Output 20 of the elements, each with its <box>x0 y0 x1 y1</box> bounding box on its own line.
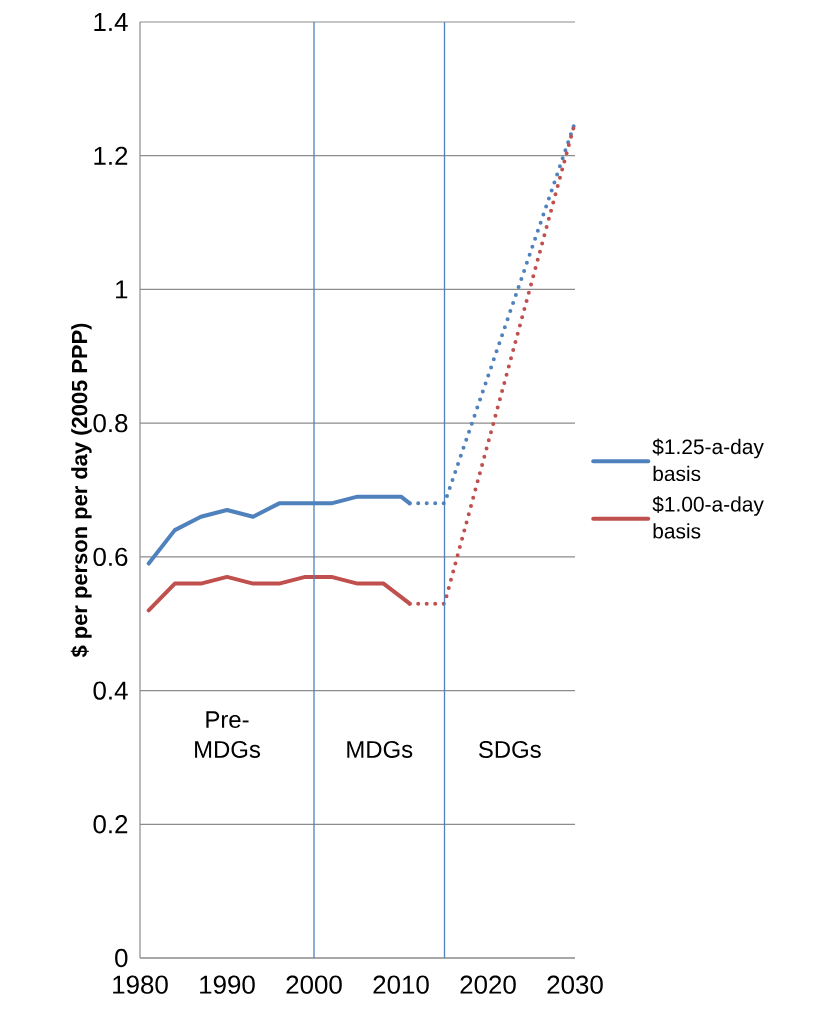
y-tick-label: 0.6 <box>93 547 128 567</box>
x-tick-label: 1990 <box>200 975 255 994</box>
y-axis-title: $ per person per day (2005 PPP) <box>70 323 92 658</box>
annotation: MDGs <box>347 741 413 758</box>
y-tick-label: 1.4 <box>94 13 128 31</box>
x-tick-label: 2020 <box>460 975 516 994</box>
x-tick-label: 2030 <box>547 975 603 994</box>
annotation: SDGs <box>478 741 541 758</box>
x-tick-label: 1980 <box>113 975 168 994</box>
y-tick-label: 1.2 <box>94 146 128 165</box>
x-tick-label: 2000 <box>286 975 342 994</box>
y-tick-label: 0.2 <box>93 815 128 834</box>
annotation: Pre-MDGs <box>195 711 261 758</box>
y-tick-label: 0.4 <box>93 681 128 700</box>
legend-label: $1.00-a-day basis <box>652 495 764 539</box>
y-tick-label: 1 <box>116 280 128 299</box>
y-tick-label: 0 <box>115 948 128 968</box>
x-tick-label: 2010 <box>373 975 429 994</box>
legend-label: $1.25-a-day basis <box>652 438 764 482</box>
y-tick-label: 0.8 <box>93 413 128 433</box>
